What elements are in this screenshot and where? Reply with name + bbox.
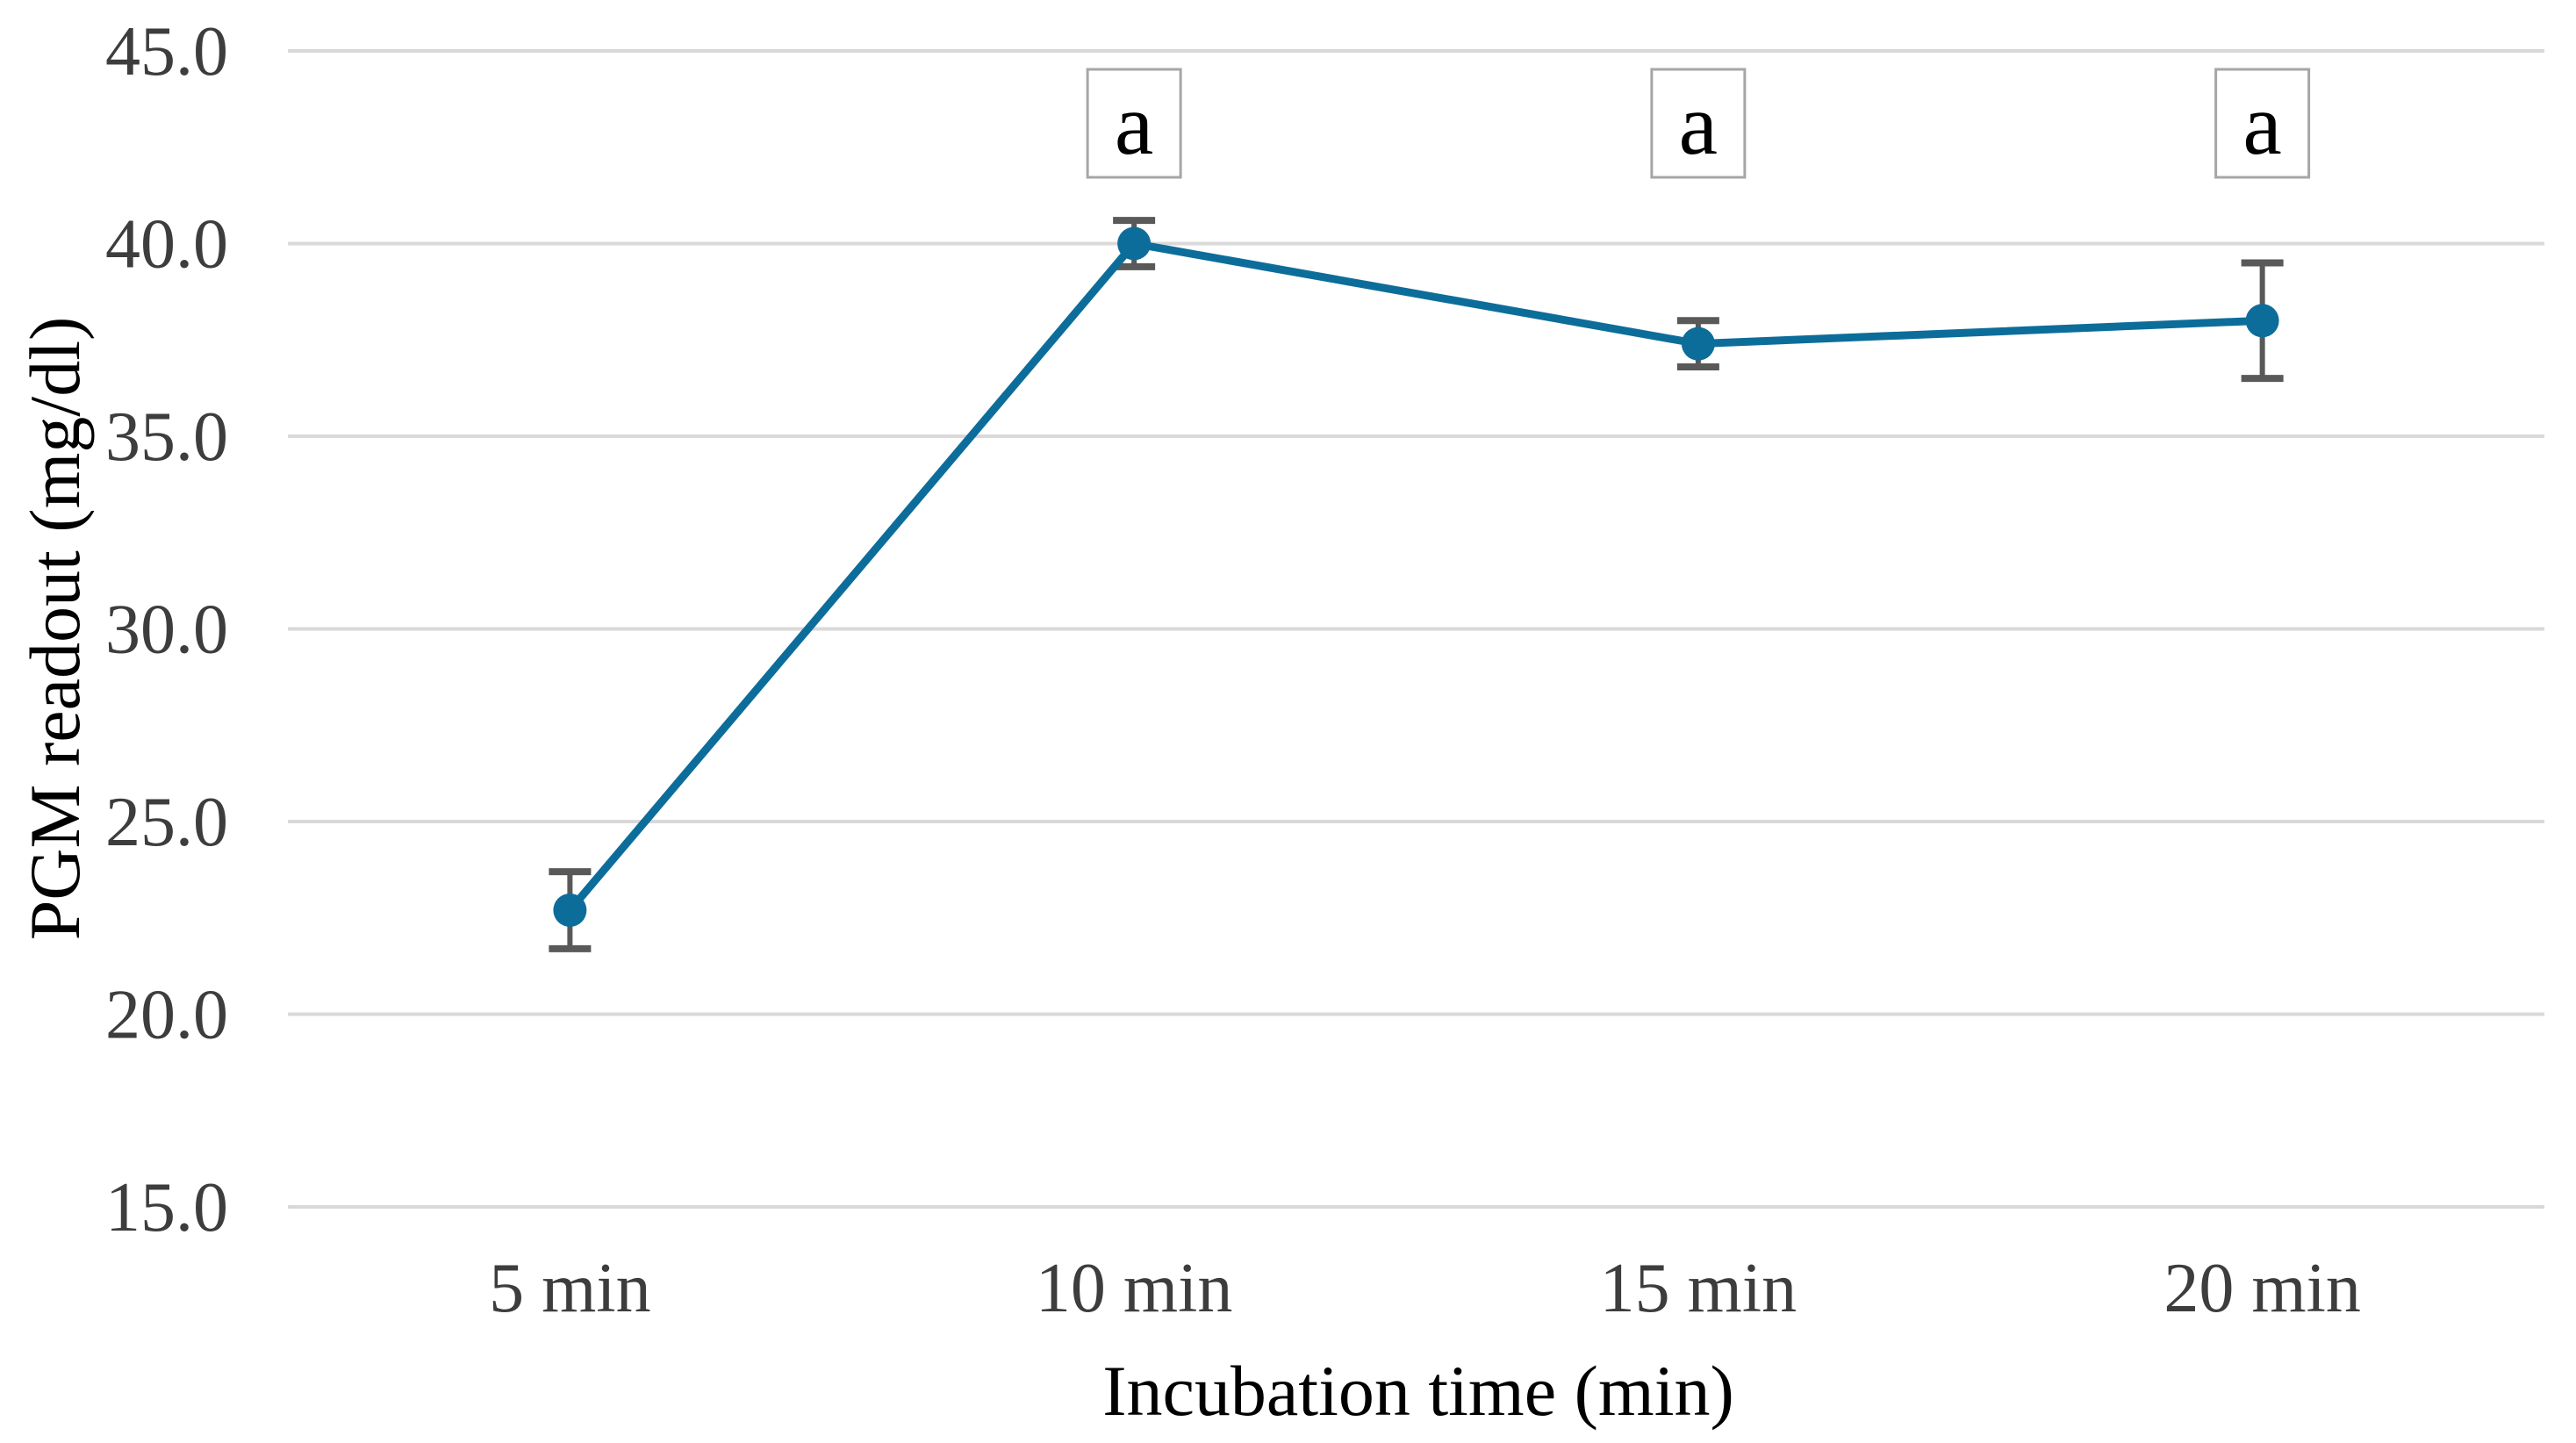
significance-box bbox=[1650, 68, 1747, 179]
significance-box bbox=[2214, 68, 2311, 179]
data-point-marker bbox=[553, 893, 587, 927]
x-tick-label: 20 min bbox=[2163, 1250, 2360, 1327]
data-point-marker bbox=[1681, 327, 1715, 361]
significance-letter: a bbox=[1679, 75, 1718, 173]
x-tick-label: 15 min bbox=[1600, 1250, 1797, 1327]
y-tick-label: 40.0 bbox=[105, 206, 228, 284]
gridlines-group bbox=[288, 49, 2544, 1209]
y-tick-label: 25.0 bbox=[105, 784, 228, 861]
y-tick-label: 45.0 bbox=[105, 13, 228, 90]
tick-labels-group: 15.0 20.0 25.0 30.0 35.0 40.0 45.0 5 min 10 min 1… bbox=[105, 13, 2361, 1327]
y-tick-label: 20.0 bbox=[105, 977, 228, 1054]
series-line bbox=[566, 239, 2263, 913]
data-point-marker bbox=[1117, 226, 1152, 261]
significance-letter: a bbox=[2242, 75, 2281, 173]
significance-letter: a bbox=[1115, 75, 1153, 173]
x-tick-label: 10 min bbox=[1036, 1250, 1232, 1327]
significance-box bbox=[1086, 68, 1182, 179]
y-tick-label: 30.0 bbox=[105, 592, 228, 669]
series-group bbox=[553, 226, 2279, 927]
x-tick-label: 5 min bbox=[489, 1250, 650, 1327]
x-axis-title: Incubation time (min) bbox=[1102, 1351, 1734, 1431]
y-tick-label: 15.0 bbox=[105, 1169, 228, 1246]
data-point-marker bbox=[2245, 304, 2279, 338]
y-axis-title: PGM readout (mg/dl) bbox=[15, 317, 95, 941]
y-tick-label: 35.0 bbox=[105, 398, 228, 476]
